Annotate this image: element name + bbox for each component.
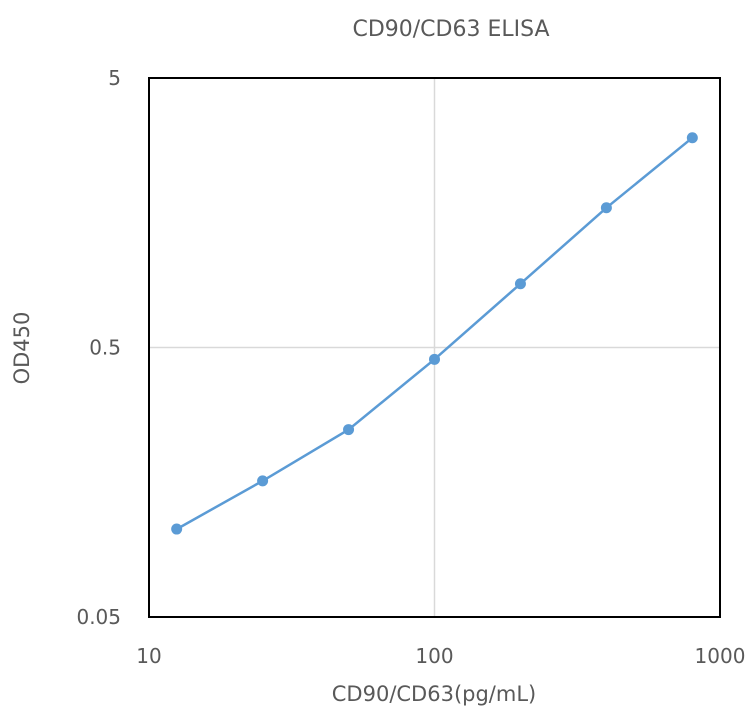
data-point — [343, 424, 355, 436]
y-tick-label: 0.5 — [89, 336, 121, 360]
y-tick-labels: 0.05 0.5 5 — [76, 66, 121, 629]
x-tick-label: 100 — [415, 644, 453, 668]
x-tick-label: 10 — [136, 644, 161, 668]
chart-title: CD90/CD63 ELISA — [352, 17, 549, 42]
x-axis-label: CD90/CD63(pg/mL) — [332, 682, 536, 706]
data-point — [257, 475, 269, 487]
data-point — [514, 278, 526, 290]
y-tick-label: 0.05 — [76, 605, 121, 629]
x-tick-label: 1000 — [695, 644, 746, 668]
y-axis-label: OD450 — [10, 312, 34, 385]
y-tick-label: 5 — [108, 66, 121, 90]
gridlines — [149, 78, 720, 617]
plot-area — [148, 77, 721, 618]
data-point — [429, 353, 440, 365]
data-point — [686, 132, 698, 144]
data-point — [600, 202, 612, 214]
data-point — [171, 523, 183, 535]
data-series — [171, 132, 698, 535]
x-tick-labels: 10 100 1000 — [136, 644, 745, 668]
